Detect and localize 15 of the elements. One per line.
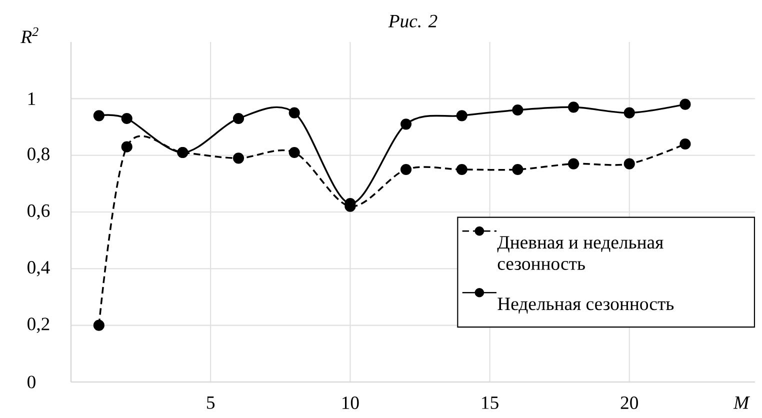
y-tick-label: 0 [28, 376, 36, 388]
legend-label: Дневная и недельная сезонность [497, 236, 664, 270]
y-tick-label: 1 [28, 92, 36, 105]
y-tick-label: 0,2 [28, 318, 50, 333]
y-axis-title: R$^{2}$ [20, 27, 38, 44]
x-tick-label: 15 [482, 396, 498, 409]
y-tick-label: 0,4 [28, 261, 50, 276]
x-axis-title: M [733, 396, 750, 409]
chart-title: Рис. 2 [388, 14, 438, 28]
x-tick-label: 5 [207, 396, 215, 409]
x-tick-label: 10 [342, 396, 359, 410]
legend-label: Недельная сезонность [498, 298, 674, 314]
x-tick-label: 20 [620, 396, 638, 410]
y-tick-label: 0,8 [28, 148, 50, 163]
y-tick-label: 0,6 [28, 204, 50, 220]
